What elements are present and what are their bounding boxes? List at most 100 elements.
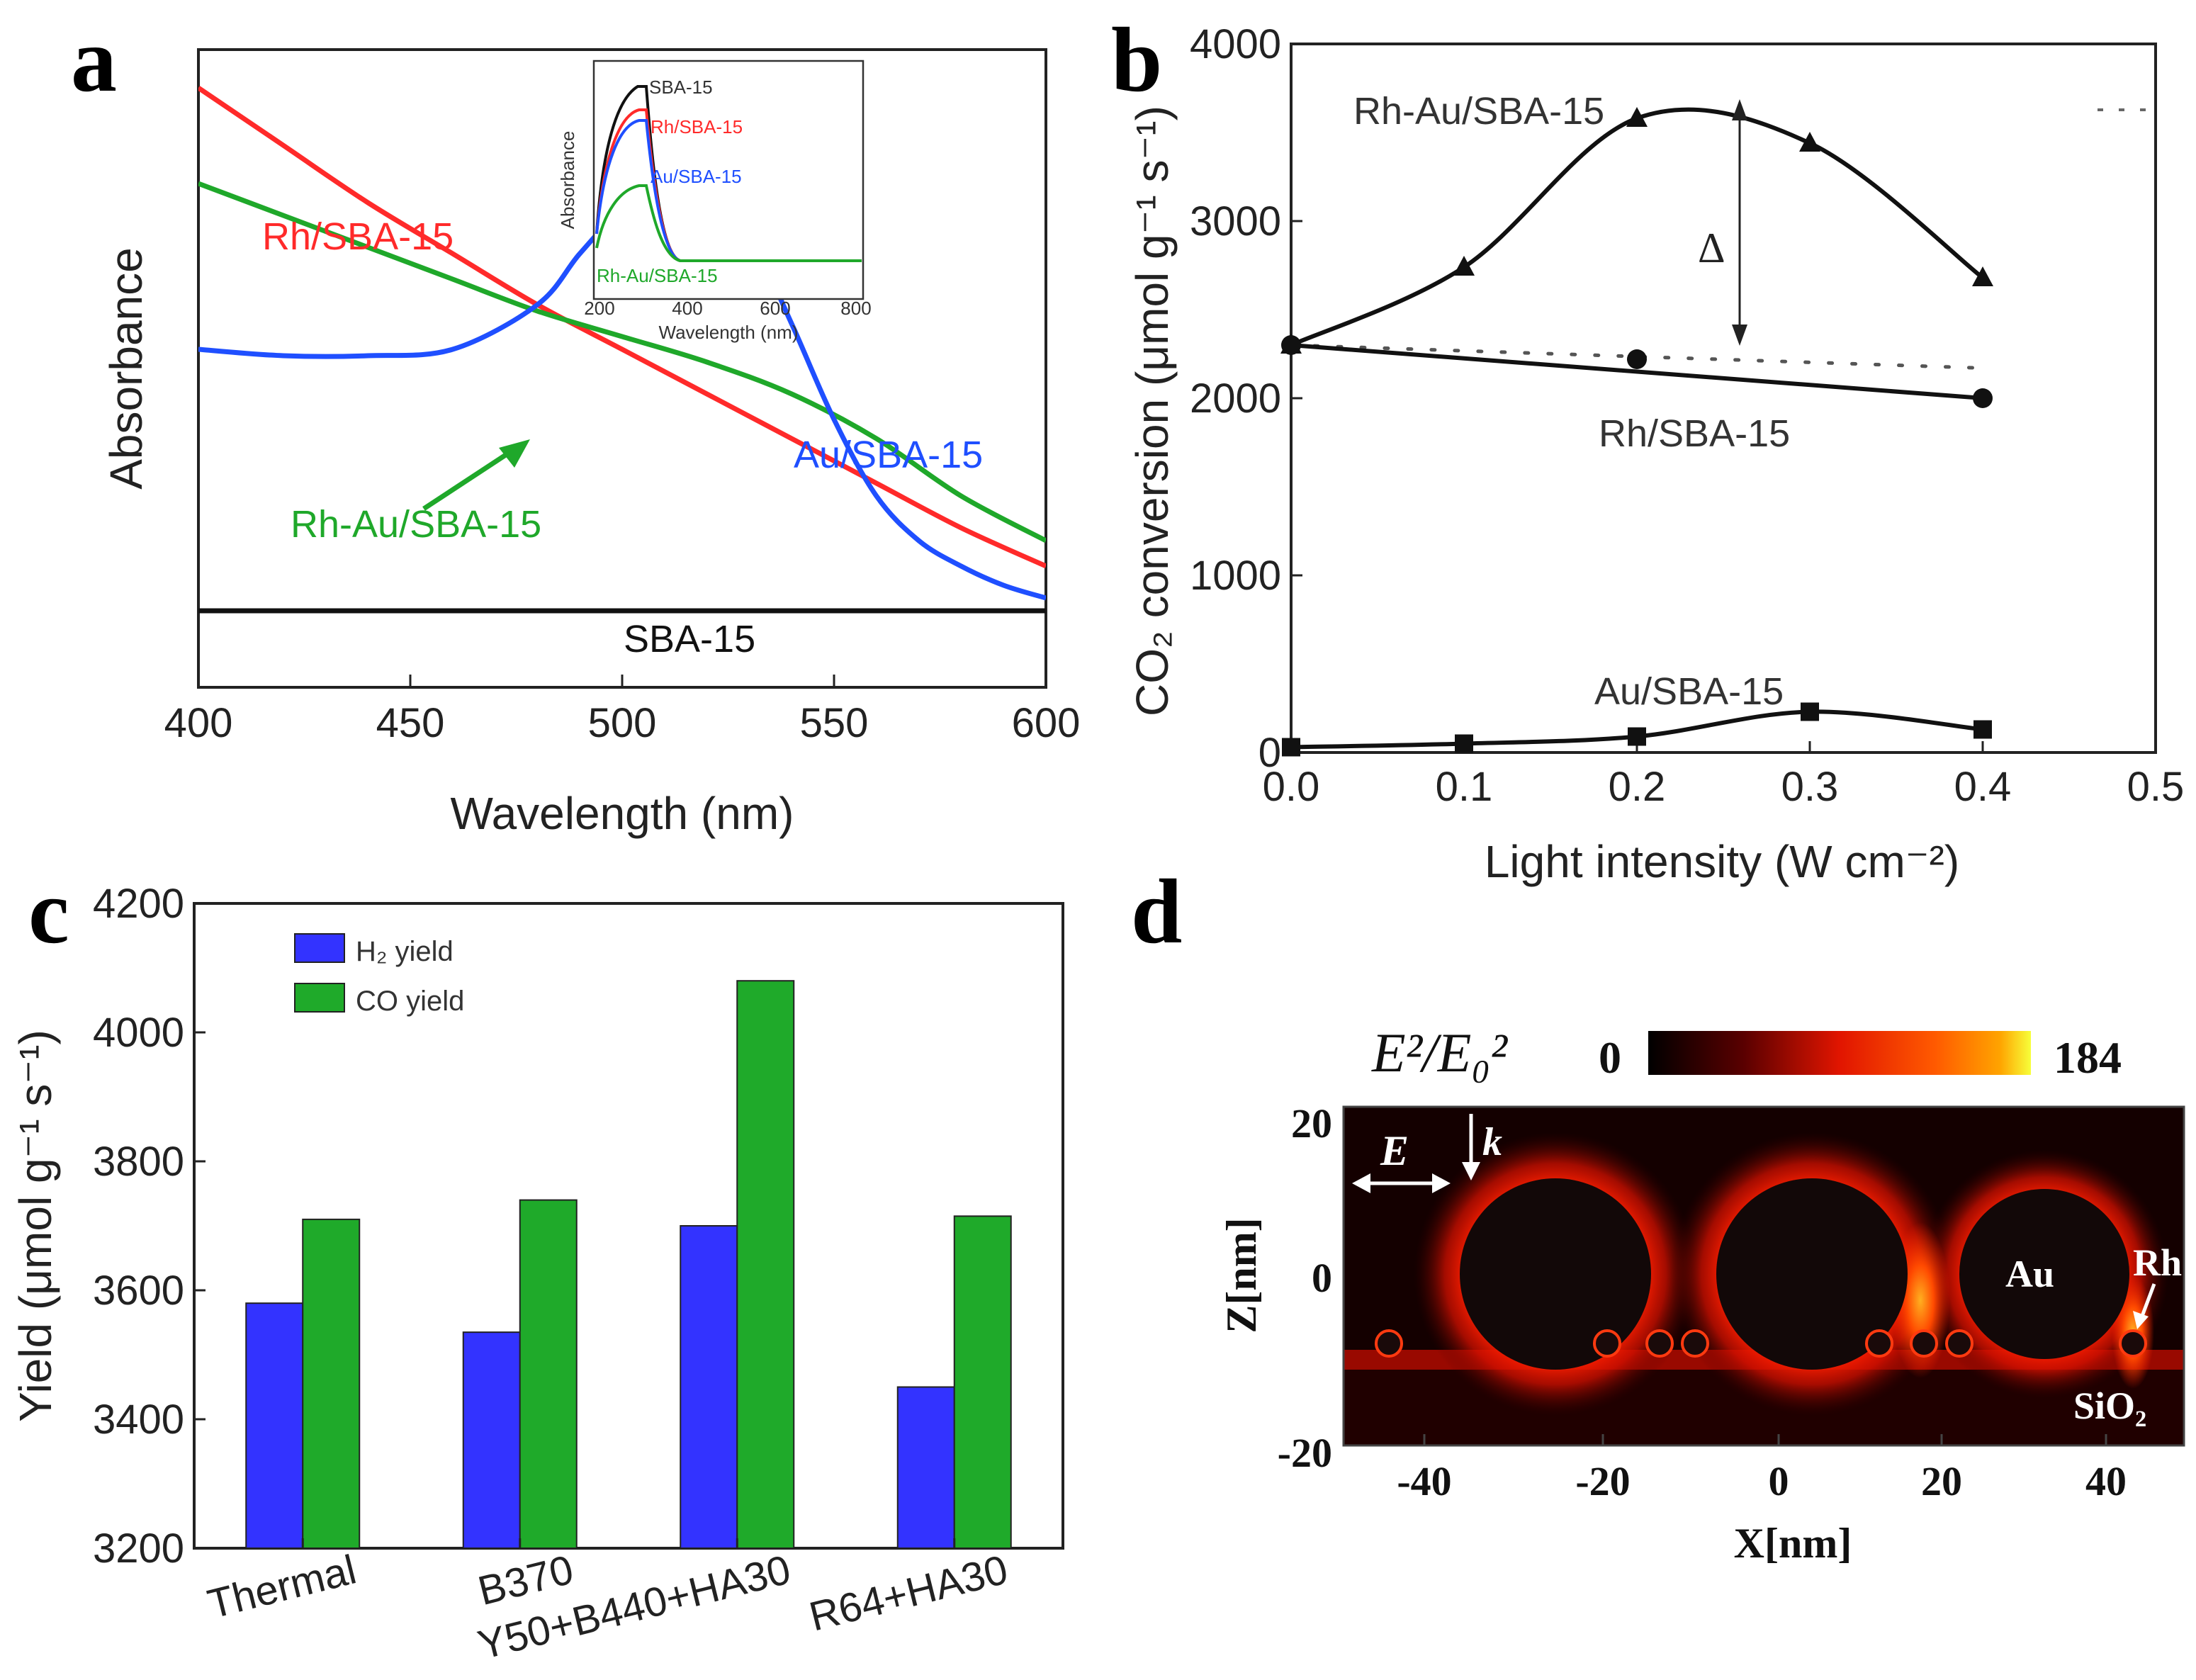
delta-arrow — [1732, 99, 1747, 346]
panel-b-x-tick-label: 0.1 — [1436, 764, 1493, 810]
colorbar-min: 0 — [1599, 1032, 1621, 1083]
bar-h2-yield — [245, 1302, 304, 1549]
panel-d-heatmap: E²/E₀² 0 184 — [1218, 1022, 2185, 1567]
category-label: R64+HA30 — [805, 1546, 1013, 1640]
legend-swatch-h2 — [294, 933, 345, 963]
data-point-rh-sba-15 — [1281, 335, 1301, 355]
panel-label-c: c — [28, 861, 69, 963]
panel-a-x-tick-label: 450 — [376, 700, 445, 746]
panel-d-y-tick-label: 0 — [1312, 1255, 1332, 1301]
data-point-rh-au-sba-15 — [1972, 266, 1993, 286]
series-line-rh-sba-15 — [198, 86, 1046, 569]
panel-d-y-tick-label: -20 — [1278, 1430, 1332, 1476]
heatmap-frame — [1342, 1105, 2185, 1447]
panel-b-y-tick-label: 4000 — [1190, 21, 1281, 67]
bar-h2-yield — [680, 1225, 738, 1549]
data-point-au-sba-15 — [1973, 720, 1992, 739]
data-point-rh-sba-15 — [1973, 388, 1993, 408]
colorbar-title: E²/E₀² — [1371, 1022, 1508, 1083]
panel-c-y-tick-label: 3400 — [93, 1397, 184, 1443]
au-particle — [1959, 1189, 2129, 1359]
rh-particle — [1375, 1329, 1403, 1358]
panel-a-inset: SBA-15 Rh/SBA-15 Au/SBA-15 Rh-Au/SBA-15 … — [557, 60, 872, 343]
data-point-au-sba-15 — [1455, 734, 1473, 753]
inset-y-axis-title: Absorbance — [557, 131, 578, 230]
panel-label-b: b — [1111, 9, 1162, 111]
rh-particle — [1910, 1329, 1938, 1358]
series-line-rh-sba-15 — [1290, 343, 1983, 400]
inset-label-rh-au: Rh-Au/SBA-15 — [597, 265, 718, 286]
label-b-rh: Rh/SBA-15 — [1599, 412, 1790, 455]
label-rh-sba15: Rh/SBA-15 — [262, 215, 454, 258]
inset-x-axis-title: Wavelength (nm) — [659, 322, 799, 343]
panel-b-x-tick-label: 0.5 — [2127, 764, 2185, 810]
rh-particle — [1645, 1329, 1674, 1358]
inset-label-sba15: SBA-15 — [649, 77, 713, 98]
rh-particle — [1945, 1329, 1973, 1358]
panel-c-y-axis-title: Yield (μmol g⁻¹ s⁻¹) — [10, 1030, 61, 1422]
series-line-rh-au-sba-15 — [198, 181, 1046, 543]
panel-c-legend: H₂ yield CO yield — [294, 933, 464, 1017]
rh-particle — [1681, 1329, 1709, 1358]
panel-c-y-tick-label: 4000 — [93, 1010, 184, 1056]
panel-a-y-axis-title: Absorbance — [101, 247, 152, 490]
panel-b-y-tick-label: 1000 — [1190, 553, 1281, 599]
data-point-rh-sba-15 — [1627, 349, 1647, 369]
legend-label-h2: H₂ yield — [356, 936, 454, 967]
rh-particle — [2119, 1329, 2147, 1358]
label-b-rh-au: Rh-Au/SBA-15 — [1353, 90, 1604, 133]
data-point-rh-au-sba-15 — [1799, 132, 1820, 152]
label-b-au: Au/SBA-15 — [1594, 670, 1784, 713]
inset-curve-rh-au — [595, 184, 862, 262]
panel-b-y-tick-label: 2000 — [1190, 376, 1281, 422]
legend-swatch-co — [294, 983, 345, 1013]
heatmap-field — [1344, 1107, 2184, 1445]
inset-xtick: 400 — [672, 298, 702, 319]
data-point-rh-au-sba-15 — [1626, 107, 1648, 127]
panel-b-x-tick-label: 0.0 — [1263, 764, 1320, 810]
panel-c-y-tick-label: 3800 — [93, 1139, 184, 1185]
label-sio2: SiO₂ — [2073, 1385, 2146, 1427]
inset-xtick: 600 — [760, 298, 790, 319]
polarization-arrows — [1352, 1114, 1480, 1193]
panel-d-y-tick-label: 20 — [1291, 1100, 1332, 1146]
panel-d-x-tick-label: 0 — [1769, 1458, 1789, 1504]
series-line-rh-au-sba-15 — [1290, 107, 1984, 347]
arrow-rh-au-line — [422, 444, 520, 511]
delta-label: Δ — [1698, 225, 1725, 271]
panel-a-x-tick-label: 600 — [1012, 700, 1081, 746]
panel-d-x-axis-title: X[nm] — [1734, 1520, 1852, 1567]
label-au-sba15: Au/SBA-15 — [794, 434, 983, 476]
inset-label-au: Au/SBA-15 — [651, 166, 742, 187]
bar-co-yield — [736, 980, 795, 1549]
panel-b-x-tick-label: 0.4 — [1954, 764, 2012, 810]
au-particle — [1716, 1178, 1908, 1370]
panel-a-x-axis-title: Wavelength (nm) — [451, 788, 794, 839]
inset-curves — [595, 85, 862, 262]
panel-b-y-tick-label: 3000 — [1190, 198, 1281, 244]
panel-a-x-tick-label: 500 — [588, 700, 657, 746]
rh-particle — [1865, 1329, 1893, 1358]
panel-d-x-tick-label: -40 — [1397, 1458, 1451, 1504]
panel-b-y-axis-title: CO₂ conversion (μmol g⁻¹ s⁻¹) — [1127, 106, 1178, 716]
colorbar-max: 184 — [2054, 1032, 2122, 1083]
panel-b-chart: 0.0 0.1 0.2 0.3 0.4 0.5 0 1000 2000 3000 4000 Ligh… — [1127, 21, 2184, 887]
data-point-au-sba-15 — [1801, 702, 1819, 721]
rh-pointer — [2133, 1283, 2156, 1329]
data-point-rh-au-sba-15 — [1453, 256, 1475, 276]
arrow-rh-au-head — [499, 439, 530, 468]
legend-label-co: CO yield — [356, 986, 464, 1017]
panel-c-y-tick-label: 4200 — [93, 881, 184, 927]
bar-co-yield — [953, 1215, 1012, 1549]
panel-a-x-tick-label: 550 — [800, 700, 869, 746]
category-label: Thermal — [203, 1546, 361, 1628]
panel-a-x-tick-label: 400 — [164, 700, 233, 746]
inset-xtick: 200 — [584, 298, 614, 319]
panel-d-y-axis-title: Z[nm] — [1218, 1217, 1265, 1333]
bar-h2-yield — [462, 1331, 521, 1550]
bar-co-yield — [302, 1218, 361, 1550]
label-sba15: SBA-15 — [624, 618, 755, 660]
au-particle — [1460, 1178, 1651, 1370]
